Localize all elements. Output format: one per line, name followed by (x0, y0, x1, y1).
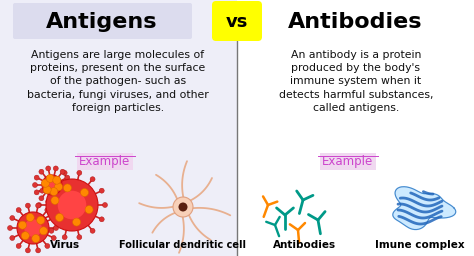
Circle shape (65, 190, 70, 195)
Circle shape (36, 202, 42, 208)
Circle shape (90, 228, 95, 233)
Text: Follicular dendritic cell: Follicular dendritic cell (119, 240, 246, 250)
Circle shape (77, 170, 82, 175)
Circle shape (24, 219, 42, 237)
Circle shape (41, 179, 49, 187)
Circle shape (55, 214, 64, 221)
Circle shape (50, 188, 58, 196)
Circle shape (46, 199, 51, 204)
Circle shape (49, 177, 54, 182)
Text: Antibodies: Antibodies (273, 240, 337, 250)
Circle shape (34, 175, 39, 180)
Text: vs: vs (226, 13, 248, 31)
Circle shape (60, 196, 65, 201)
Circle shape (26, 203, 30, 208)
Circle shape (45, 208, 50, 212)
Circle shape (99, 217, 104, 222)
FancyBboxPatch shape (212, 1, 262, 41)
Circle shape (81, 188, 89, 197)
Circle shape (53, 199, 58, 204)
Text: Example: Example (322, 155, 374, 168)
Circle shape (62, 235, 67, 240)
Circle shape (16, 243, 21, 249)
Circle shape (99, 188, 104, 193)
Circle shape (40, 217, 45, 222)
FancyBboxPatch shape (13, 3, 192, 39)
Circle shape (55, 183, 63, 191)
Circle shape (34, 190, 39, 195)
Circle shape (21, 232, 29, 240)
Text: Antigens are large molecules of
proteins, present on the surface
of the pathogen: Antigens are large molecules of proteins… (27, 50, 209, 113)
Circle shape (39, 227, 47, 235)
Circle shape (33, 183, 37, 187)
Circle shape (42, 175, 62, 195)
Circle shape (39, 169, 44, 174)
Circle shape (46, 166, 51, 171)
Circle shape (26, 214, 34, 221)
Text: Antigens: Antigens (46, 12, 158, 32)
Circle shape (62, 170, 67, 175)
Polygon shape (393, 187, 456, 230)
Circle shape (46, 179, 98, 231)
Circle shape (54, 226, 58, 230)
Circle shape (60, 169, 65, 174)
Circle shape (17, 212, 49, 244)
Circle shape (49, 228, 54, 233)
Text: Virus: Virus (50, 240, 80, 250)
Circle shape (8, 226, 12, 230)
Circle shape (39, 196, 44, 201)
Circle shape (102, 202, 108, 208)
Circle shape (64, 184, 72, 192)
FancyBboxPatch shape (237, 0, 474, 256)
Circle shape (45, 243, 50, 249)
Circle shape (58, 191, 86, 219)
Text: Antibodies: Antibodies (288, 12, 422, 32)
Circle shape (179, 202, 188, 211)
Circle shape (36, 248, 41, 253)
Circle shape (51, 236, 56, 240)
Circle shape (65, 175, 70, 180)
Circle shape (46, 174, 54, 183)
Circle shape (40, 188, 45, 193)
FancyBboxPatch shape (0, 0, 237, 256)
Circle shape (26, 248, 30, 253)
Circle shape (53, 166, 58, 171)
Circle shape (10, 216, 15, 220)
Text: Example: Example (79, 155, 131, 168)
Circle shape (90, 177, 95, 182)
Circle shape (85, 206, 93, 214)
Text: An antibody is a protein
produced by the body's
immune system when it
detects ha: An antibody is a protein produced by the… (279, 50, 433, 113)
Circle shape (66, 183, 72, 187)
Circle shape (16, 208, 21, 212)
Circle shape (36, 216, 45, 224)
Text: Imune complex: Imune complex (375, 240, 465, 250)
Circle shape (51, 196, 59, 205)
Circle shape (73, 218, 81, 226)
Circle shape (18, 221, 27, 229)
Circle shape (46, 179, 57, 190)
Circle shape (77, 235, 82, 240)
Circle shape (173, 197, 193, 217)
Circle shape (36, 203, 41, 208)
Circle shape (53, 176, 61, 184)
Circle shape (32, 234, 40, 242)
Circle shape (43, 186, 51, 194)
Circle shape (51, 216, 56, 220)
Circle shape (10, 236, 15, 240)
